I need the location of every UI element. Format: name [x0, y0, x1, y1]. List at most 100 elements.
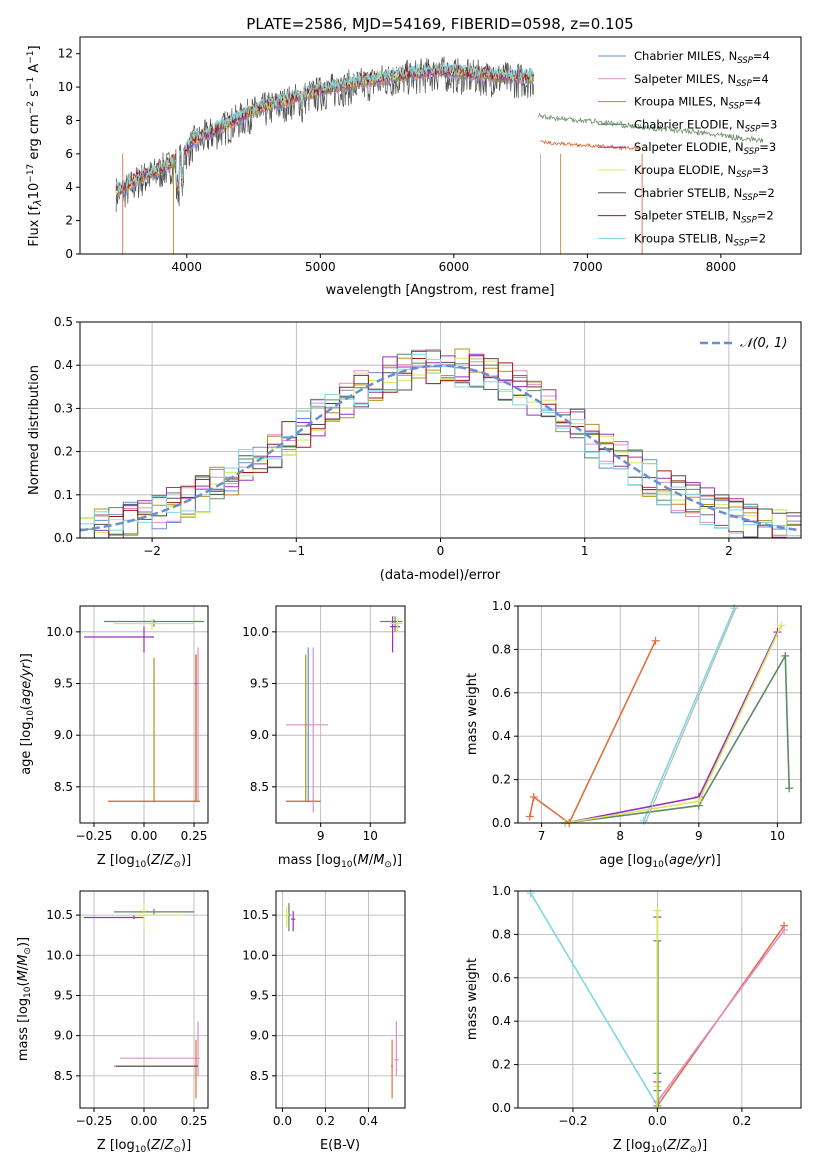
x-tick-label: −0.25 [76, 1114, 113, 1128]
weight-z-xlabel: Z [log10(Z/Z⊙)] [613, 1138, 707, 1155]
age-z-xlabel: Z [log10(Z/Z⊙)] [97, 853, 191, 870]
y-tick-label: 10 [58, 80, 73, 94]
spectrum-line [115, 62, 535, 192]
spectrum-line [115, 61, 535, 193]
weight-age-line [565, 631, 779, 824]
legend-label: Chabrier MILES, NSSP=4 [634, 49, 770, 66]
x-tick-label: 4000 [172, 260, 203, 274]
panel-spectrum: 4000 5000 6000 7000 8000 0 2 4 6 8 10 12 Chabrier M… [26, 36, 802, 298]
x-tick-label: −1 [287, 544, 305, 558]
y-tick-label: 0.6 [492, 971, 511, 985]
weight-age-line [565, 653, 790, 824]
y-tick-label: 4 [65, 180, 73, 194]
x-tick-label: 9 [317, 829, 325, 843]
x-tick-label: 0.0 [273, 1114, 292, 1128]
x-tick-label: 9 [695, 829, 703, 843]
weight-z-line [529, 892, 659, 1107]
weight-z-marker [780, 926, 789, 935]
spectrum-frame [79, 36, 802, 255]
y-tick-label: 0.8 [492, 927, 511, 941]
x-tick-label: 5000 [305, 260, 336, 274]
y-tick-label: 0.4 [54, 358, 73, 372]
mass-ebv-xlabel: E(B-V) [320, 1138, 360, 1153]
y-tick-label: 1.0 [492, 599, 511, 613]
x-tick-label: −2 [143, 544, 161, 558]
x-tick-label: 0.25 [181, 1114, 208, 1128]
spectrum-xlabel: wavelength [Angstrom, rest frame] [326, 283, 555, 298]
gaussian-legend-label: 𝒩(0, 1) [740, 336, 787, 351]
y-tick-label: 10.0 [242, 948, 269, 962]
x-tick-label: 8 [616, 829, 624, 843]
x-tick-label: 0.2 [316, 1114, 335, 1128]
y-tick-label: 12 [58, 47, 73, 61]
age-mass-frame [275, 605, 406, 824]
weight-age-marker [781, 651, 790, 660]
x-tick-label: 0.2 [732, 1114, 751, 1128]
residuals-xlabel: (data-model)/error [380, 568, 501, 583]
panel-weight-vs-age: 7 8 9 10 0.0 0.2 0.4 0.6 0.8 1.0 age [log10(age/y… [465, 599, 802, 870]
spectrum-legend: Chabrier MILES, NSSP=4 Salpeter MILES, NS… [598, 49, 777, 248]
y-tick-label: 9.5 [54, 988, 73, 1002]
weight-age-marker [777, 621, 786, 630]
spectrum-line [115, 56, 535, 213]
weight-age-line [565, 625, 783, 824]
y-tick-label: 10.5 [46, 908, 73, 922]
x-tick-label: 2 [725, 544, 733, 558]
weight-z-ylabel: mass weight [465, 958, 480, 1040]
y-tick-label: 0.4 [492, 1014, 511, 1028]
y-tick-label: 8.5 [54, 1069, 73, 1083]
x-tick-label: 7 [538, 829, 546, 843]
y-tick-label: 10.5 [242, 908, 269, 922]
y-tick-label: 0.0 [492, 1101, 511, 1115]
x-tick-label: 7000 [572, 260, 603, 274]
x-tick-label: 0 [437, 544, 445, 558]
x-tick-label: 0.25 [181, 829, 208, 843]
y-tick-label: 10.0 [46, 948, 73, 962]
y-tick-label: 9.0 [54, 728, 73, 742]
weight-age-marker [694, 797, 703, 806]
y-tick-label: 0.1 [54, 488, 73, 502]
y-tick-label: 0.8 [492, 642, 511, 656]
x-tick-label: −0.25 [76, 829, 113, 843]
y-tick-label: 8.5 [54, 780, 73, 794]
y-tick-label: 0 [65, 247, 73, 261]
y-tick-label: 8.5 [250, 1069, 269, 1083]
weight-z-frame [517, 890, 802, 1109]
legend-label: Salpeter STELIB, NSSP=2 [634, 209, 774, 226]
x-tick-label: 10 [770, 829, 785, 843]
residuals-ylabel: Normed distribution [27, 365, 42, 495]
x-tick-label: 0.0 [648, 1114, 667, 1128]
gaussian-curve [79, 364, 802, 532]
x-tick-label: 0.00 [131, 829, 158, 843]
panel-mass-vs-ebv: 0.0 0.2 0.4 8.5 9.0 9.5 10.0 10.5 E(B-V) [242, 890, 406, 1153]
y-tick-label: 0.2 [54, 445, 73, 459]
weight-age-marker [785, 784, 794, 793]
y-tick-label: 0.0 [54, 531, 73, 545]
panel-age-vs-z: −0.25 0.00 0.25 8.5 9.0 9.5 10.0 Z [log10(Z/Z⊙… [19, 605, 209, 870]
x-tick-label: 8000 [706, 260, 737, 274]
y-tick-label: 0.2 [492, 1058, 511, 1072]
y-tick-label: 6 [65, 147, 73, 161]
y-tick-label: 10.0 [46, 625, 73, 639]
mass-z-ylabel: mass [log10(M/M⊙)] [16, 937, 33, 1061]
weight-z-line [656, 929, 785, 1102]
weight-z-marker [526, 889, 535, 898]
x-tick-label: 10 [363, 829, 378, 843]
figure-title: PLATE=2586, MJD=54169, FIBERID=0598, z=0… [246, 15, 633, 33]
y-tick-label: 1.0 [492, 884, 511, 898]
y-tick-label: 0.6 [492, 686, 511, 700]
weight-age-frame [517, 605, 802, 824]
y-tick-label: 2 [65, 214, 73, 228]
y-tick-label: 8.5 [250, 780, 269, 794]
y-tick-label: 9.0 [250, 728, 269, 742]
x-tick-label: 6000 [439, 260, 470, 274]
residual-histogram [80, 355, 801, 539]
legend-label: Chabrier ELODIE, NSSP=3 [634, 117, 777, 134]
y-tick-label: 0.2 [492, 773, 511, 787]
legend-label: Chabrier STELIB, NSSP=2 [634, 186, 775, 203]
mass-ebv-frame [275, 890, 406, 1109]
weight-age-xlabel: age [log10(age/yr)] [599, 853, 721, 870]
legend-label: Salpeter ELODIE, NSSP=3 [634, 140, 776, 157]
y-tick-label: 9.5 [250, 677, 269, 691]
